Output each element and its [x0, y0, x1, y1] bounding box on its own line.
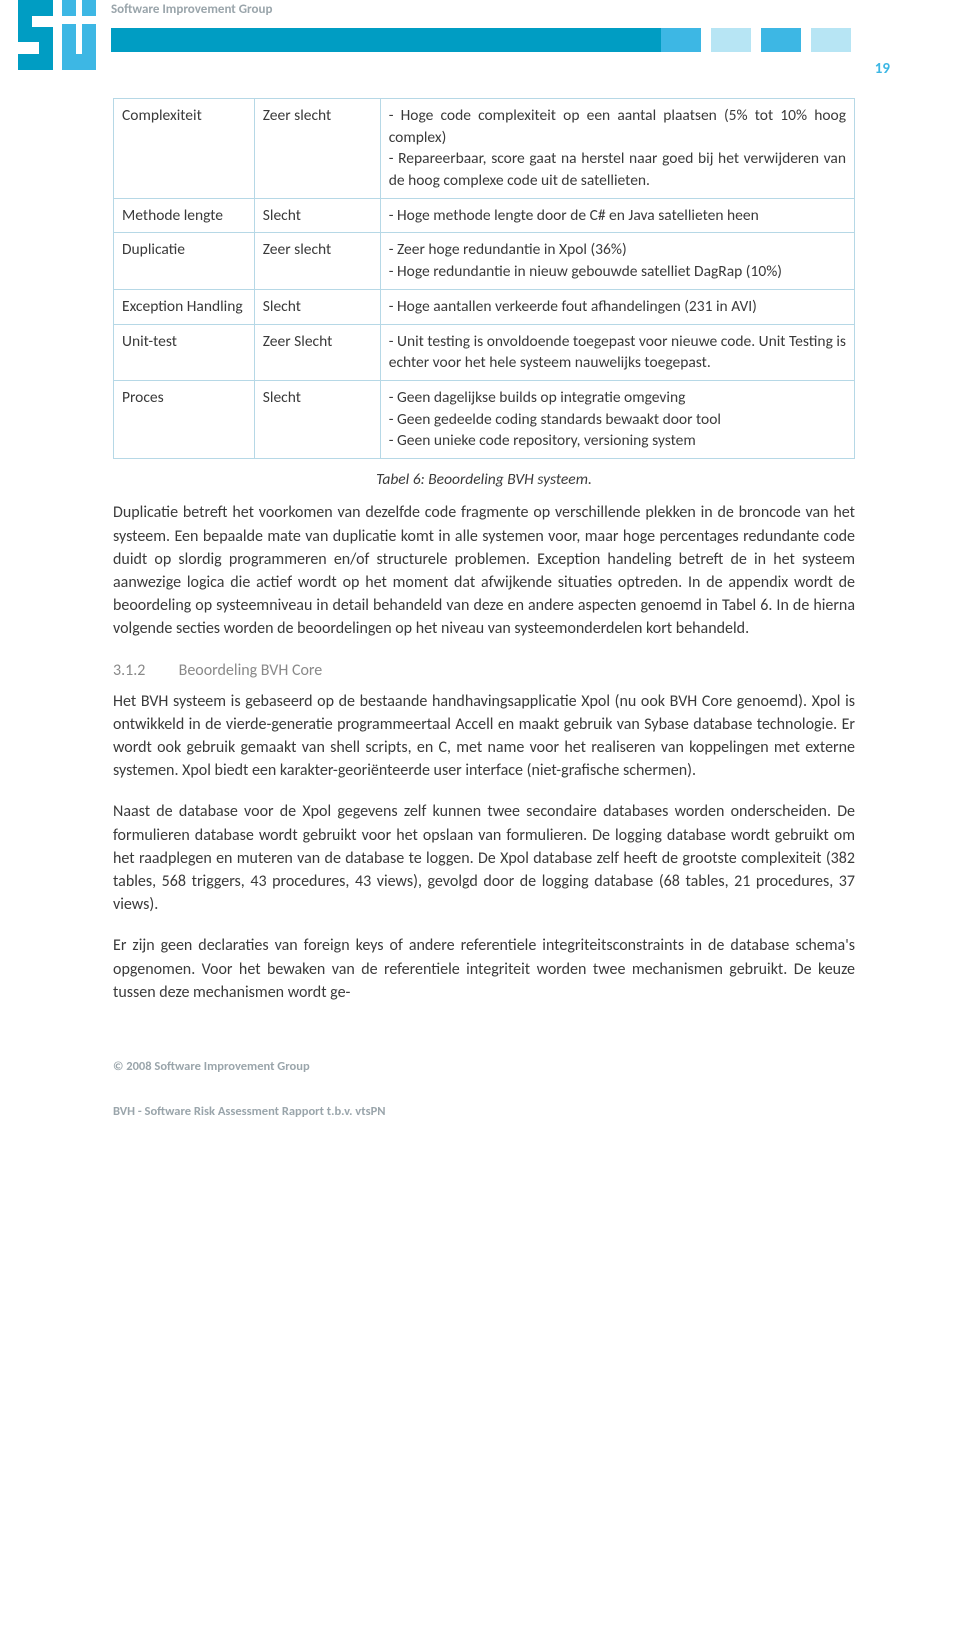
- description-cell: - Geen dagelijkse builds op integratie o…: [380, 380, 854, 458]
- company-name: Software Improvement Group: [111, 2, 272, 17]
- table-row: Methode lengteSlecht- Hoge methode lengt…: [114, 198, 855, 233]
- description-cell: - Hoge aantallen verkeerde fout afhandel…: [380, 289, 854, 324]
- footer-doc-title: BVH - Software Risk Assessment Rapport t…: [113, 1104, 960, 1119]
- body-paragraph: Het BVH systeem is gebaseerd op de besta…: [113, 690, 855, 783]
- header-color-bar: [111, 28, 851, 52]
- bar-segment: [701, 28, 711, 52]
- rating-cell: Zeer slecht: [254, 233, 380, 289]
- page-footer: © 2008 Software Improvement Group BVH - …: [113, 1059, 960, 1119]
- body-paragraph: Er zijn geen declaraties van foreign key…: [113, 934, 855, 1004]
- description-cell: - Zeer hoge redundantie in Xpol (36%) - …: [380, 233, 854, 289]
- bar-segment: [111, 28, 661, 52]
- bar-segment: [751, 28, 761, 52]
- table-row: ComplexiteitZeer slecht- Hoge code compl…: [114, 99, 855, 199]
- bar-segment: [711, 28, 751, 52]
- rating-cell: Zeer slecht: [254, 99, 380, 199]
- rating-cell: Slecht: [254, 289, 380, 324]
- table-row: Unit-testZeer Slecht- Unit testing is on…: [114, 324, 855, 380]
- table-row: Exception HandlingSlecht- Hoge aantallen…: [114, 289, 855, 324]
- footer-copyright: © 2008 Software Improvement Group: [113, 1059, 960, 1074]
- bar-segment: [801, 28, 811, 52]
- assessment-table: ComplexiteitZeer slecht- Hoge code compl…: [113, 98, 855, 459]
- section-number: 3.1.2: [113, 659, 175, 682]
- aspect-cell: Complexiteit: [114, 99, 255, 199]
- page-content: ComplexiteitZeer slecht- Hoge code compl…: [113, 98, 855, 1004]
- rating-cell: Zeer Slecht: [254, 324, 380, 380]
- description-cell: - Unit testing is onvoldoende toegepast …: [380, 324, 854, 380]
- aspect-cell: Duplicatie: [114, 233, 255, 289]
- page-number: 19: [875, 60, 890, 78]
- bar-segment: [761, 28, 801, 52]
- table-row: ProcesSlecht- Geen dagelijkse builds op …: [114, 380, 855, 458]
- page-header: Software Improvement Group 19: [0, 0, 960, 78]
- description-cell: - Hoge code complexiteit op een aantal p…: [380, 99, 854, 199]
- table-caption: Tabel 6: Beoordeling BVH systeem.: [113, 469, 855, 491]
- body-paragraph: Duplicatie betreft het voorkomen van dez…: [113, 501, 855, 640]
- aspect-cell: Unit-test: [114, 324, 255, 380]
- aspect-cell: Methode lengte: [114, 198, 255, 233]
- rating-cell: Slecht: [254, 198, 380, 233]
- section-heading: 3.1.2 Beoordeling BVH Core: [113, 659, 855, 682]
- section-title: Beoordeling BVH Core: [179, 661, 323, 680]
- bar-segment: [811, 28, 851, 52]
- aspect-cell: Proces: [114, 380, 255, 458]
- rating-cell: Slecht: [254, 380, 380, 458]
- body-paragraph: Naast de database voor de Xpol gegevens …: [113, 800, 855, 916]
- description-cell: - Hoge methode lengte door de C# en Java…: [380, 198, 854, 233]
- sig-logo-icon: [18, 0, 96, 70]
- table-row: DuplicatieZeer slecht- Zeer hoge redunda…: [114, 233, 855, 289]
- aspect-cell: Exception Handling: [114, 289, 255, 324]
- bar-segment: [661, 28, 701, 52]
